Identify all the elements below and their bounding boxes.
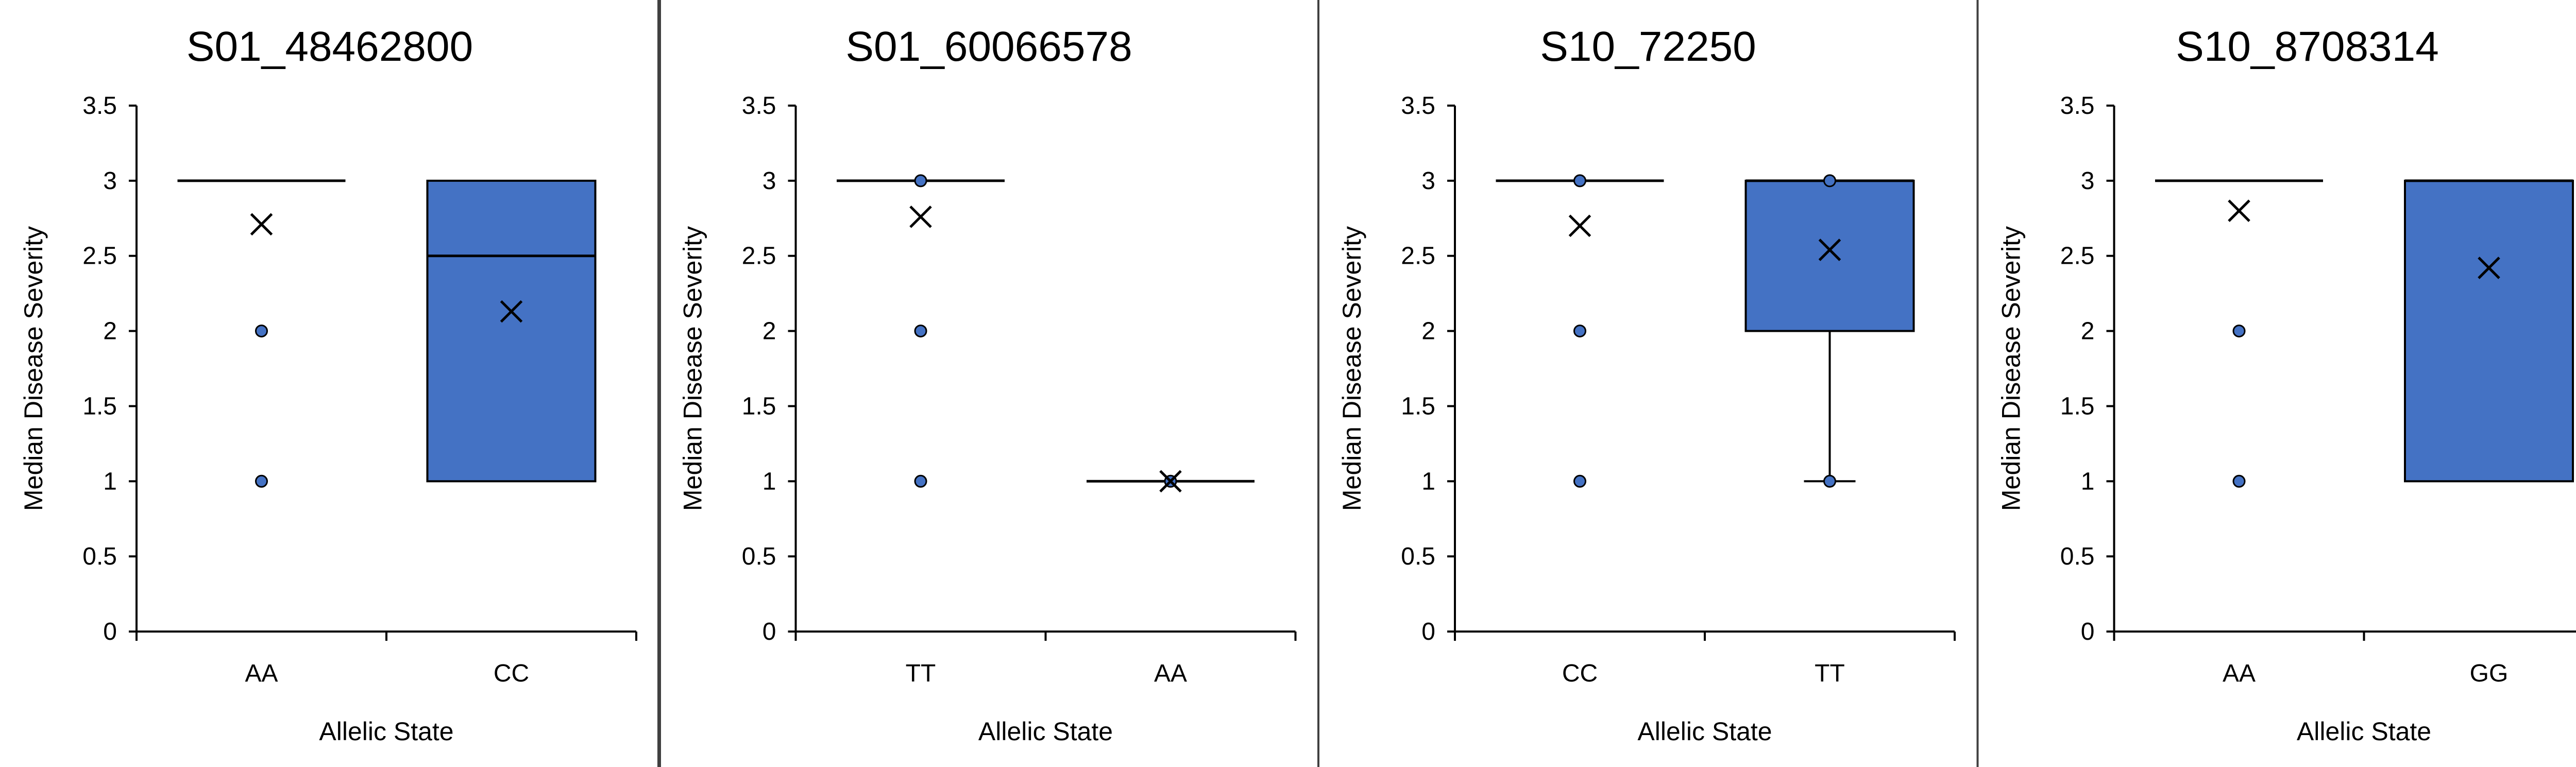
mean-marker: [250, 213, 273, 236]
chart-title: S01_60066578: [845, 23, 1132, 70]
y-tick-label: 0.5: [82, 543, 117, 570]
y-tick-label: 1: [1421, 468, 1435, 495]
y-tick-label: 3: [1421, 167, 1435, 195]
y-tick-label: 0: [1421, 618, 1435, 645]
y-tick-label: 3.5: [1401, 92, 1435, 120]
y-tick-label: 3: [2081, 167, 2095, 195]
y-tick-label: 0: [762, 618, 776, 645]
x-axis-title: Allelic State: [1637, 717, 1772, 746]
y-tick-label: 0.5: [742, 543, 776, 570]
x-tick-label: CC: [494, 660, 529, 687]
y-tick-label: 2.5: [1401, 243, 1435, 270]
outlier-point: [1823, 174, 1836, 188]
y-tick-label: 1.5: [1401, 393, 1435, 420]
outlier-point: [1573, 325, 1586, 338]
x-tick-label: CC: [1562, 660, 1598, 687]
x-axis-title: Allelic State: [978, 717, 1113, 746]
mean-marker: [500, 300, 523, 323]
box-body: [426, 179, 597, 483]
outlier-point: [914, 174, 927, 188]
chart-title: S10_72250: [1540, 23, 1756, 70]
mean-marker: [1568, 214, 1591, 237]
y-axis-title: Median Disease Severity: [679, 226, 707, 511]
y-tick-label: 2: [1421, 318, 1435, 345]
outlier-point: [255, 325, 268, 338]
y-tick-label: 2: [103, 318, 117, 345]
chart-panel-4: S10_8708314 0 0.5 1 1.5 2 2.5 3 3.5 AA GG Allelic S…: [1976, 0, 2576, 767]
y-tick-label: 1.5: [82, 393, 117, 420]
x-tick-label: AA: [245, 660, 278, 687]
y-tick-label: 2.5: [742, 243, 776, 270]
y-tick-label: 3.5: [742, 92, 776, 120]
y-tick-label: 2.5: [82, 243, 117, 270]
y-tick-label: 0.5: [1401, 543, 1435, 570]
y-tick-label: 3.5: [82, 92, 117, 120]
chart-panel-2: S01_60066578 0 0.5 1 1.5 2 2.5 3 3.5 TT AA Allelic …: [657, 0, 1297, 767]
y-tick-label: 2: [2081, 318, 2095, 345]
y-tick-label: 2.5: [2060, 243, 2095, 270]
outlier-point: [255, 474, 268, 488]
y-tick-label: 0: [103, 618, 117, 645]
x-axis-title: Allelic State: [319, 717, 453, 746]
x-tick-label: AA: [2223, 660, 2256, 687]
outlier-point: [2232, 325, 2246, 338]
outlier-point: [1573, 474, 1586, 488]
outlier-point: [914, 474, 927, 488]
y-tick-label: 2: [762, 318, 776, 345]
outlier-point: [1823, 474, 1836, 488]
y-tick-label: 3: [762, 167, 776, 195]
mean-marker: [2478, 257, 2500, 279]
x-tick-label: AA: [1154, 660, 1187, 687]
outlier-point: [1573, 174, 1586, 188]
chart-panel-3: S10_72250 0 0.5 1 1.5 2 2.5 3 3.5 CC TT Allelic Sta…: [1317, 0, 1956, 767]
box-body: [1744, 179, 1915, 332]
y-tick-label: 0: [2081, 618, 2095, 645]
outlier-point: [2232, 474, 2246, 488]
y-tick-label: 1: [103, 468, 117, 495]
y-tick-label: 1: [2081, 468, 2095, 495]
y-tick-label: 0.5: [2060, 543, 2095, 570]
chart-title: S01_48462800: [187, 23, 473, 70]
chart-title: S10_8708314: [2176, 23, 2439, 70]
mean-marker: [909, 206, 932, 228]
x-axis-title: Allelic State: [2297, 717, 2431, 746]
chart-panel-1: S01_48462800 0 0.5 1 1.5 2 2.5 3 3.5 AA CC Allelic …: [19, 23, 637, 746]
outlier-point: [914, 325, 927, 338]
y-axis-title: Median Disease Severity: [19, 226, 48, 511]
x-tick-label: GG: [2470, 660, 2509, 687]
mean-marker: [2228, 199, 2250, 222]
y-tick-label: 1.5: [2060, 393, 2095, 420]
box-body: [2404, 179, 2574, 483]
x-tick-label: TT: [1815, 660, 1845, 687]
mean-marker: [1818, 238, 1841, 261]
x-tick-label: TT: [906, 660, 936, 687]
y-tick-label: 1.5: [742, 393, 776, 420]
y-tick-label: 1: [762, 468, 776, 495]
y-tick-label: 3.5: [2060, 92, 2095, 120]
y-axis-title: Median Disease Severity: [1337, 226, 1366, 511]
y-axis-title: Median Disease Severity: [1997, 226, 2026, 511]
y-tick-label: 3: [103, 167, 117, 195]
mean-marker: [1159, 470, 1182, 493]
